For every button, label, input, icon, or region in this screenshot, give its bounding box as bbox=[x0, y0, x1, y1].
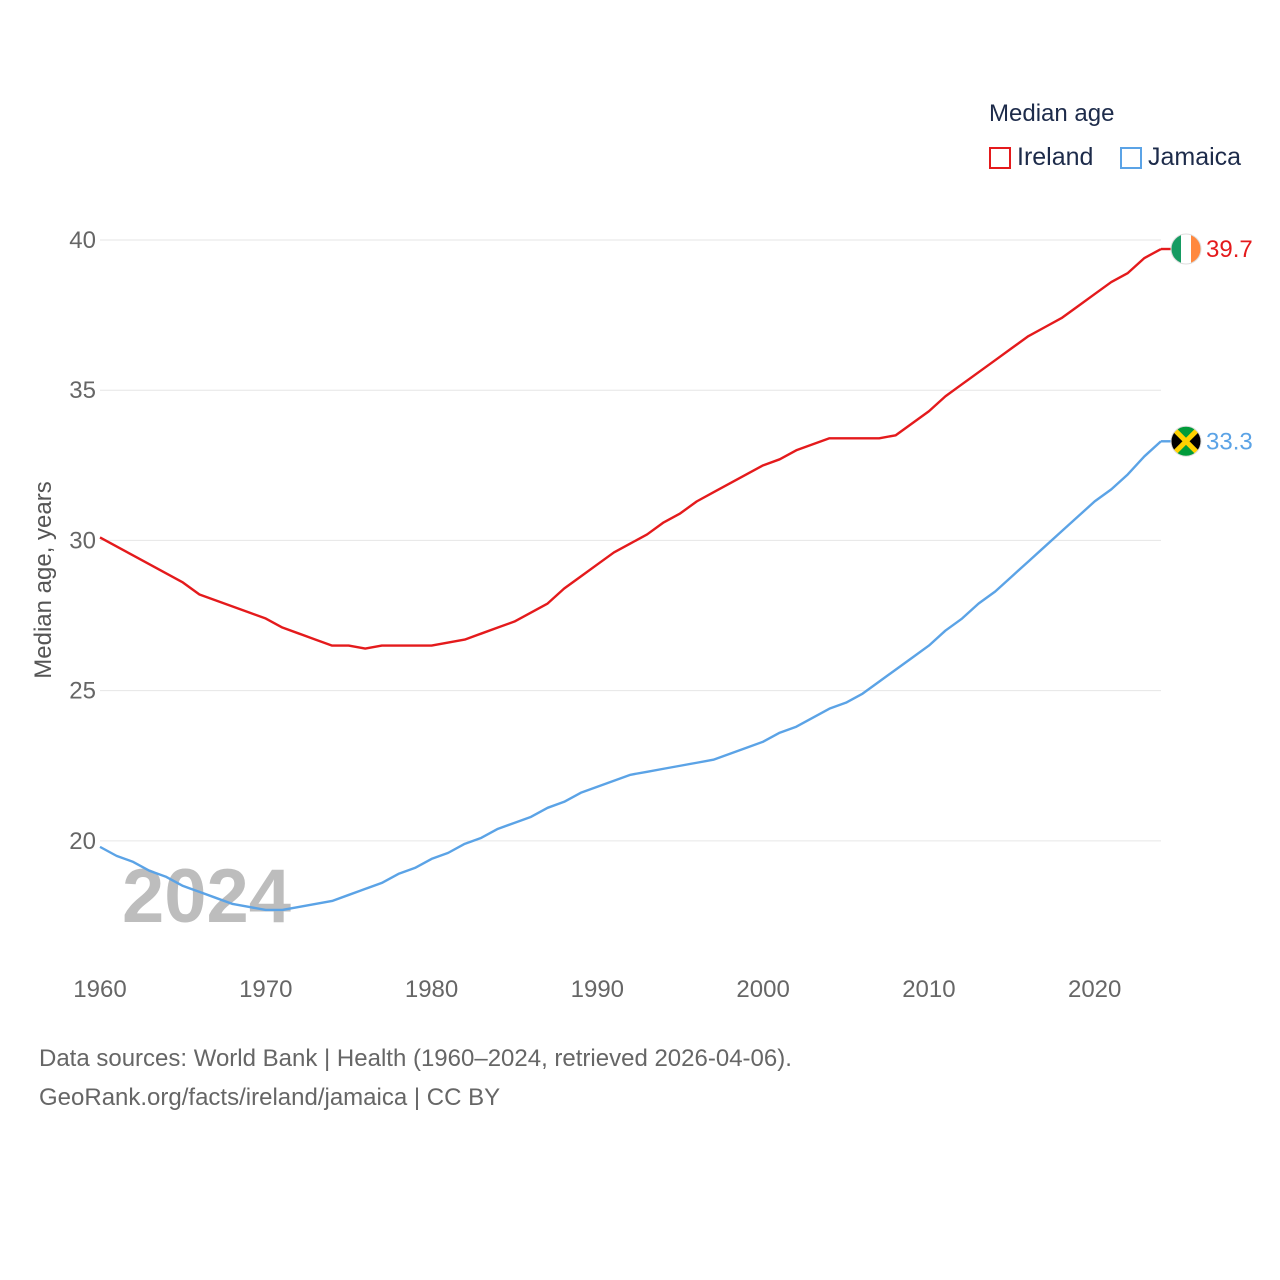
end-value-label-ireland: 39.7 bbox=[1206, 236, 1253, 263]
series-line-ireland[interactable] bbox=[99, 247, 1162, 650]
series-line-jamaica[interactable] bbox=[99, 440, 1162, 912]
y-axis-label: Median age, years bbox=[30, 481, 57, 678]
jamaica-flag-icon bbox=[1170, 425, 1202, 457]
x-tick-label: 2010 bbox=[902, 976, 955, 1003]
data-sources-note: Data sources: World Bank | Health (1960–… bbox=[39, 1045, 792, 1072]
end-value-label-jamaica: 33.3 bbox=[1206, 428, 1253, 455]
legend-item-ireland[interactable]: Ireland bbox=[989, 143, 1093, 172]
legend-swatch-ireland bbox=[989, 146, 1011, 169]
credit-link[interactable]: GeoRank.org/facts/ireland/jamaica | CC B… bbox=[39, 1084, 501, 1111]
x-tick-label: 2000 bbox=[736, 976, 789, 1003]
x-tick-label: 1960 bbox=[73, 976, 126, 1003]
legend-label-ireland: Ireland bbox=[1017, 143, 1094, 171]
y-axis-ticks: 20 25 30 35 40 bbox=[69, 227, 96, 855]
y-tick-label: 35 bbox=[69, 377, 96, 404]
x-axis-ticks: 1960 1970 1980 1990 2000 2010 2020 bbox=[73, 976, 1121, 1003]
legend-swatch-jamaica bbox=[1120, 146, 1142, 169]
y-tick-label: 20 bbox=[69, 828, 96, 855]
y-tick-label: 25 bbox=[69, 678, 96, 705]
gridlines bbox=[100, 239, 1161, 842]
x-tick-label: 1990 bbox=[571, 976, 624, 1003]
x-tick-label: 1980 bbox=[405, 976, 458, 1003]
y-tick-label: 40 bbox=[69, 227, 96, 254]
ireland-flag-icon bbox=[1170, 233, 1202, 265]
end-flags bbox=[1170, 233, 1202, 457]
y-tick-label: 30 bbox=[69, 527, 96, 554]
legend-label-jamaica: Jamaica bbox=[1148, 143, 1242, 171]
legend-item-jamaica[interactable]: Jamaica bbox=[1120, 143, 1241, 172]
legend-title: Median age bbox=[989, 100, 1115, 127]
series-lines bbox=[99, 247, 1172, 912]
x-tick-label: 1970 bbox=[239, 976, 292, 1003]
year-watermark: 2024 bbox=[122, 854, 291, 939]
end-labels: 39.7 33.3 bbox=[1206, 236, 1253, 455]
x-tick-label: 2020 bbox=[1068, 976, 1121, 1003]
